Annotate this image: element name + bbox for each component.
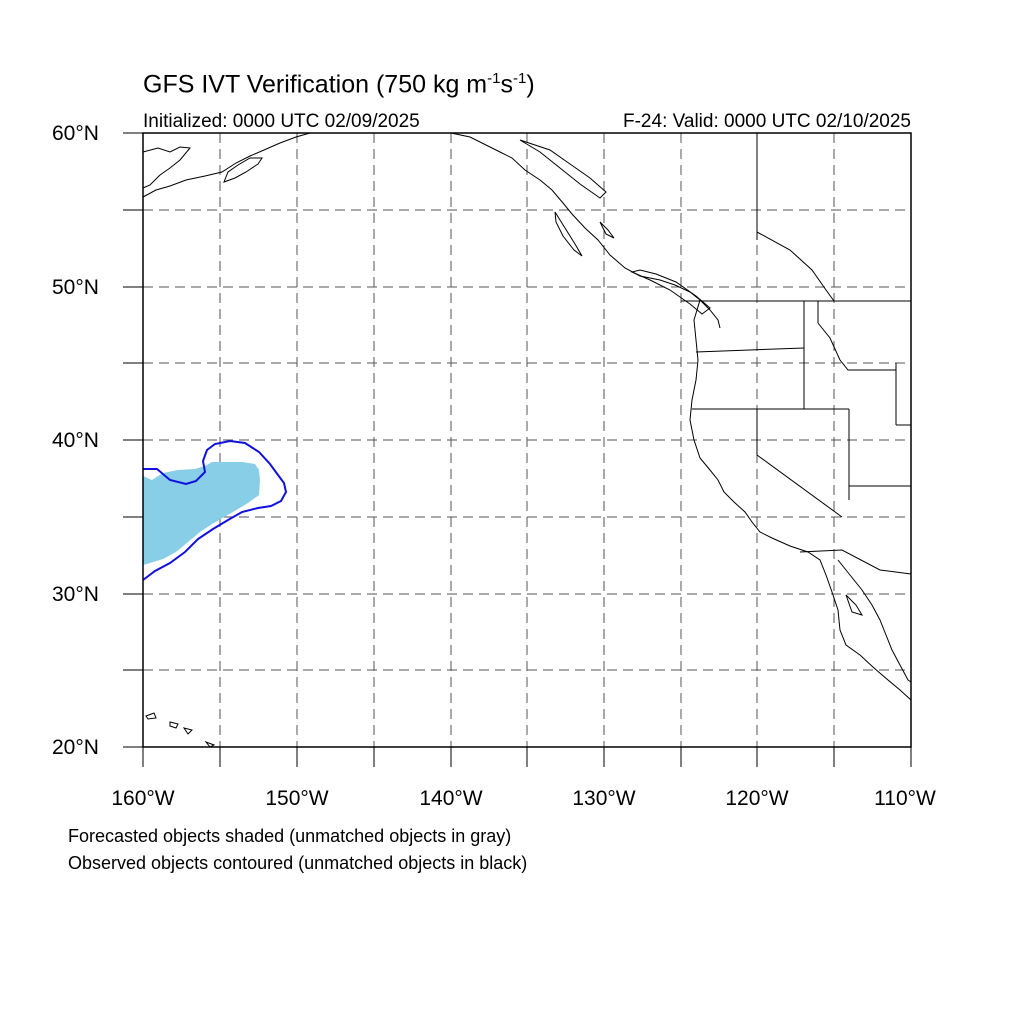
lat-label-40n: 40°N xyxy=(52,429,99,452)
lon-label-130w: 130°W xyxy=(572,787,636,810)
lat-label-50n: 50°N xyxy=(52,276,99,299)
valid-time: F-24: Valid: 0000 UTC 02/10/2025 xyxy=(623,111,911,132)
initialized-time: Initialized: 0000 UTC 02/09/2025 xyxy=(143,111,420,132)
footnote-forecast: Forecasted objects shaded (unmatched obj… xyxy=(68,826,512,846)
axis-ticks xyxy=(123,132,912,767)
lon-label-160w: 160°W xyxy=(111,787,175,810)
lat-label-60n: 60°N xyxy=(52,122,99,145)
observed-object-contour xyxy=(142,439,288,581)
lon-label-150w: 150°W xyxy=(265,787,329,810)
lon-label-140w: 140°W xyxy=(419,787,483,810)
footnote-observed: Observed objects contoured (unmatched ob… xyxy=(68,853,528,873)
lat-label-20n: 20°N xyxy=(52,736,99,759)
grid-lines xyxy=(143,133,911,747)
state-boundaries xyxy=(681,133,912,575)
figure-title: GFS IVT Verification (750 kg m-1s-1) xyxy=(143,70,535,99)
lat-label-30n: 30°N xyxy=(52,583,99,606)
lon-label-110w: 110°W xyxy=(874,787,936,810)
lon-label-120w: 120°W xyxy=(725,787,789,810)
coastlines xyxy=(142,132,912,748)
forecast-object-shaded xyxy=(143,462,260,565)
